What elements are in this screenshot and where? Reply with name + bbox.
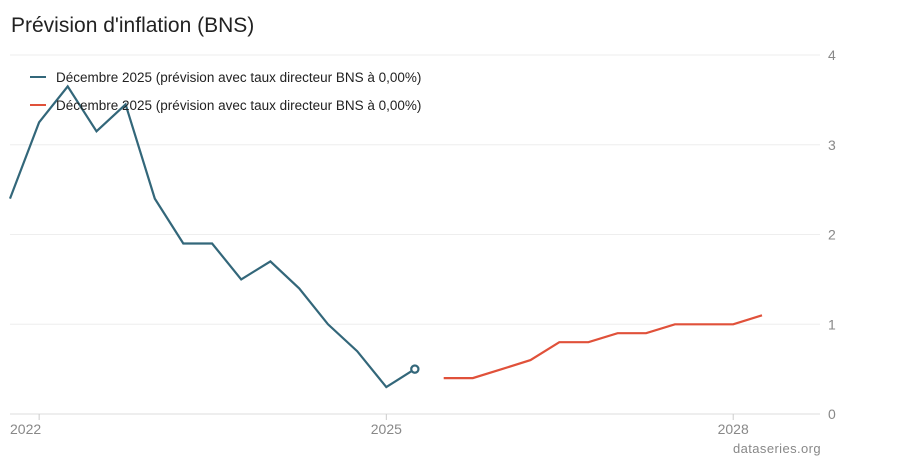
x-tick-label: 2025 [371,421,402,437]
series-line-2[interactable] [443,314,763,380]
y-tick-label: 0 [828,406,836,422]
legend-swatch-series-1 [30,76,46,78]
chart-legend: Décembre 2025 (prévision avec taux direc… [30,69,422,113]
line-layer [8,84,763,389]
y-tick-label: 4 [828,47,836,63]
legend-swatch-series-2 [30,104,46,106]
series-end-marker-1[interactable] [410,364,420,374]
chart-title: Prévision d'inflation (BNS) [11,14,255,37]
x-tick-label: 2028 [718,421,749,437]
legend-item-series-2[interactable]: Décembre 2025 (prévision avec taux direc… [30,97,422,113]
grid-layer [10,54,820,420]
marker-layer [410,364,420,374]
series-line-1[interactable] [8,84,416,389]
legend-label-series-2: Décembre 2025 (prévision avec taux direc… [56,97,422,113]
legend-label-series-1: Décembre 2025 (prévision avec taux direc… [56,69,422,85]
x-tick-label: 2022 [10,421,41,437]
source-credit: dataseries.org [733,441,821,456]
y-tick-label: 3 [828,137,836,153]
tick-layer: 0 1 2 3 4 2022 2025 2028 [10,47,836,437]
legend-item-series-1[interactable]: Décembre 2025 (prévision avec taux direc… [30,69,422,85]
y-tick-label: 1 [828,316,836,332]
y-tick-label: 2 [828,227,836,243]
